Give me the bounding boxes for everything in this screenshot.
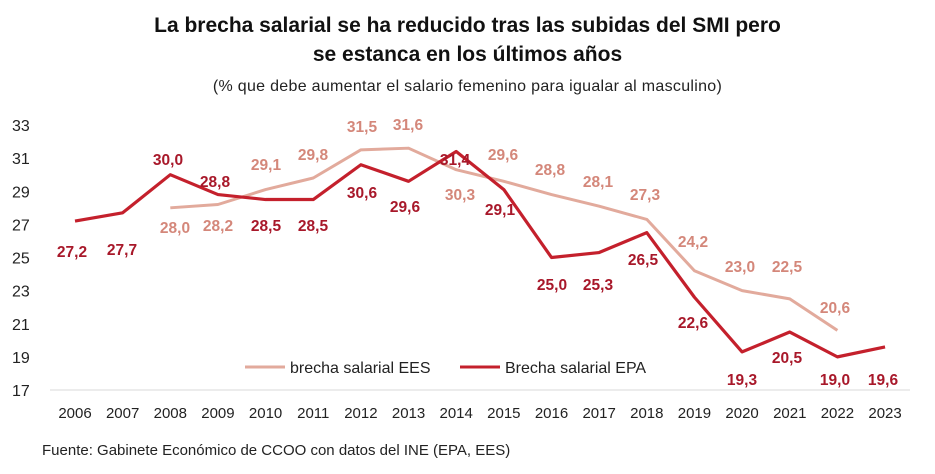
data-label: 30,3 [445, 187, 476, 204]
data-label: 24,2 [678, 234, 708, 251]
data-label: 22,6 [678, 315, 709, 332]
chart-subtitle: (% que debe aumentar el salario femenino… [212, 78, 723, 95]
y-tick-label: 29 [12, 184, 30, 201]
y-tick-label: 25 [12, 251, 30, 268]
y-tick-label: 31 [12, 151, 30, 168]
x-tick-label: 2013 [392, 405, 425, 422]
data-label: 29,6 [488, 147, 519, 164]
x-tick-label: 2007 [106, 405, 139, 422]
data-label: 30,6 [347, 185, 378, 202]
data-label: 19,6 [868, 372, 899, 389]
legend-label: Brecha salarial EPA [505, 360, 646, 377]
x-tick-label: 2009 [201, 405, 234, 422]
data-label: 25,0 [537, 277, 567, 294]
y-tick-label: 19 [12, 350, 30, 367]
data-label: 28,0 [160, 220, 190, 237]
x-tick-label: 2012 [344, 405, 377, 422]
legend-label: brecha salarial EES [290, 360, 431, 377]
x-tick-label: 2021 [773, 405, 806, 422]
data-label: 19,3 [727, 372, 758, 389]
data-label: 28,1 [583, 174, 614, 191]
x-tick-label: 2011 [297, 405, 329, 422]
data-label: 19,0 [820, 372, 850, 389]
data-label: 28,8 [200, 174, 231, 191]
data-label: 28,5 [298, 218, 329, 235]
data-label: 27,7 [107, 242, 137, 259]
data-label: 23,0 [725, 259, 755, 276]
x-tick-label: 2017 [582, 405, 615, 422]
data-label: 22,5 [772, 259, 803, 276]
data-label: 28,5 [251, 218, 282, 235]
x-tick-label: 2014 [440, 405, 473, 422]
data-label: 30,0 [153, 152, 183, 169]
y-tick-label: 33 [12, 118, 30, 135]
x-tick-label: 2020 [725, 405, 758, 422]
data-label: 29,1 [251, 157, 282, 174]
data-label: 31,4 [440, 152, 471, 169]
data-label: 27,2 [57, 244, 87, 261]
chart-title-line-2: se estanca en los últimos años [312, 43, 623, 66]
x-tick-label: 2018 [630, 405, 663, 422]
data-label: 20,5 [772, 350, 803, 367]
y-tick-label: 17 [12, 383, 30, 400]
x-tick-label: 2008 [154, 405, 187, 422]
x-tick-label: 2022 [821, 405, 854, 422]
data-label: 27,3 [630, 187, 661, 204]
series-line-epa [74, 149, 886, 359]
data-label: 31,6 [393, 117, 424, 134]
chart-title-line-1: La brecha salarial se ha reducido tras l… [154, 14, 781, 37]
chart-source: Fuente: Gabinete Económico de CCOO con d… [42, 442, 511, 459]
data-label: 31,5 [347, 119, 378, 136]
data-label: 29,1 [485, 202, 516, 219]
data-label: 28,2 [203, 218, 233, 235]
x-tick-label: 2016 [535, 405, 568, 422]
series-line-ees [170, 146, 839, 332]
x-tick-label: 2015 [487, 405, 520, 422]
data-label: 25,3 [583, 277, 614, 294]
x-tick-label: 2023 [868, 405, 901, 422]
x-tick-label: 2019 [678, 405, 711, 422]
y-tick-label: 27 [12, 217, 30, 234]
x-tick-label: 2010 [249, 405, 282, 422]
data-label: 28,8 [535, 162, 566, 179]
x-tick-label: 2006 [58, 405, 91, 422]
y-tick-label: 21 [12, 317, 30, 334]
data-label: 20,6 [820, 300, 851, 317]
data-label: 26,5 [628, 252, 659, 269]
data-label: 29,8 [298, 147, 329, 164]
y-tick-label: 23 [12, 284, 30, 301]
data-label: 29,6 [390, 199, 421, 216]
